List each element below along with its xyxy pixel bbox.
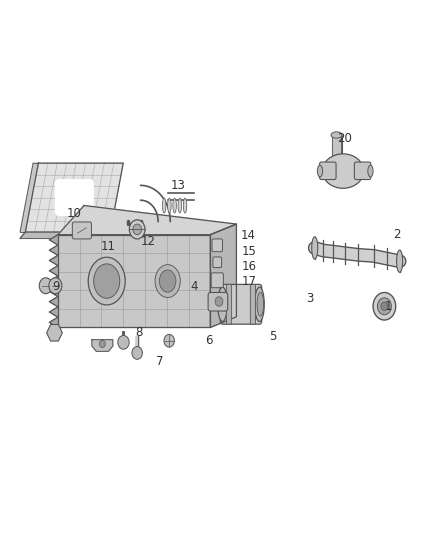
FancyBboxPatch shape [212, 239, 223, 252]
FancyBboxPatch shape [55, 179, 94, 216]
Circle shape [373, 293, 396, 320]
Text: 20: 20 [337, 132, 352, 144]
Text: 1: 1 [385, 300, 392, 313]
Ellipse shape [322, 154, 364, 188]
FancyBboxPatch shape [251, 285, 255, 324]
Text: 4: 4 [191, 280, 198, 293]
Polygon shape [50, 307, 58, 317]
Circle shape [129, 220, 145, 239]
Polygon shape [20, 163, 39, 232]
Circle shape [132, 346, 142, 359]
Ellipse shape [396, 250, 403, 272]
Text: 7: 7 [156, 356, 163, 368]
FancyBboxPatch shape [208, 293, 228, 311]
FancyBboxPatch shape [211, 273, 223, 288]
Circle shape [118, 335, 129, 349]
Text: 10: 10 [67, 207, 81, 220]
Text: 5: 5 [269, 330, 276, 343]
FancyBboxPatch shape [213, 257, 222, 268]
Ellipse shape [168, 198, 171, 213]
Circle shape [39, 278, 52, 294]
Polygon shape [92, 340, 113, 351]
Text: 6: 6 [205, 334, 212, 347]
Ellipse shape [218, 287, 227, 321]
Ellipse shape [257, 292, 264, 316]
Text: 13: 13 [170, 180, 185, 192]
Circle shape [378, 298, 391, 315]
Circle shape [164, 334, 174, 347]
Text: 16: 16 [242, 260, 257, 273]
Circle shape [99, 340, 106, 348]
Polygon shape [50, 265, 58, 276]
Ellipse shape [155, 265, 180, 297]
Text: 2: 2 [393, 228, 401, 241]
Ellipse shape [331, 132, 342, 138]
Text: 9: 9 [53, 280, 60, 293]
Ellipse shape [254, 287, 264, 321]
Ellipse shape [162, 198, 166, 213]
Polygon shape [210, 224, 237, 327]
Polygon shape [50, 276, 58, 286]
Polygon shape [25, 163, 123, 232]
Circle shape [133, 224, 141, 235]
Ellipse shape [159, 270, 176, 292]
Ellipse shape [178, 198, 182, 213]
Text: 14: 14 [241, 229, 256, 242]
Polygon shape [50, 317, 58, 327]
Text: 8: 8 [135, 326, 143, 340]
Text: 11: 11 [101, 240, 116, 253]
FancyBboxPatch shape [220, 285, 261, 324]
Ellipse shape [94, 264, 120, 298]
Text: 12: 12 [141, 235, 155, 247]
Polygon shape [20, 232, 110, 238]
Ellipse shape [88, 257, 125, 305]
Text: 17: 17 [242, 275, 257, 288]
Ellipse shape [312, 237, 318, 259]
FancyBboxPatch shape [226, 285, 232, 324]
Polygon shape [50, 245, 58, 255]
Ellipse shape [318, 165, 322, 177]
Polygon shape [50, 286, 58, 296]
Circle shape [381, 302, 388, 311]
FancyBboxPatch shape [72, 222, 92, 239]
Polygon shape [58, 206, 237, 235]
Ellipse shape [368, 165, 373, 177]
FancyBboxPatch shape [320, 162, 336, 180]
FancyBboxPatch shape [354, 162, 371, 180]
Ellipse shape [173, 198, 177, 213]
Polygon shape [58, 235, 210, 327]
Ellipse shape [184, 198, 187, 213]
Polygon shape [50, 255, 58, 265]
Circle shape [215, 297, 223, 306]
Text: 15: 15 [242, 245, 257, 258]
Polygon shape [50, 235, 58, 245]
Polygon shape [50, 296, 58, 307]
Circle shape [49, 278, 62, 294]
Text: 3: 3 [306, 292, 314, 305]
